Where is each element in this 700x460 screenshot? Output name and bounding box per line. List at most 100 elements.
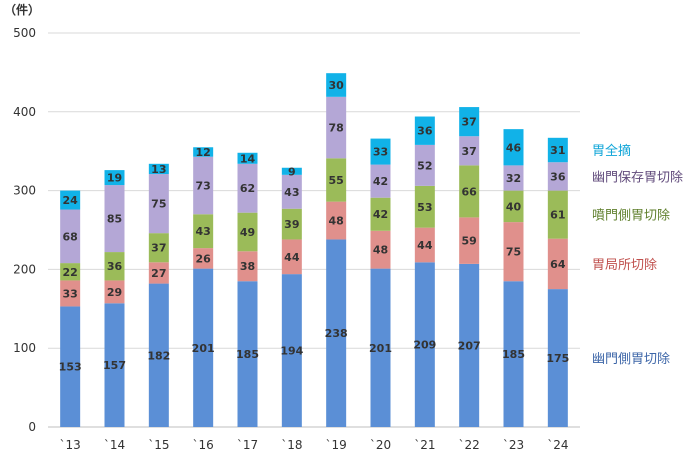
bar-segment — [547, 162, 568, 191]
bar-segment — [503, 281, 524, 427]
data-label: 66 — [462, 185, 478, 198]
grid-lines — [48, 32, 580, 428]
data-label: 43 — [284, 186, 299, 199]
bar-segment — [237, 251, 258, 282]
bar-segment — [281, 239, 302, 275]
bar-segment — [148, 233, 169, 263]
bar-segment — [370, 197, 391, 231]
data-label: 22 — [63, 266, 78, 279]
bar-segment — [503, 129, 524, 166]
bar-segment — [193, 147, 214, 157]
legend-item: 幽門側胃切除 — [592, 352, 670, 367]
data-label: 40 — [506, 200, 522, 213]
data-label: 32 — [506, 172, 521, 185]
bar-segment — [104, 185, 125, 253]
bar-segment — [148, 163, 169, 175]
legend-item: 胃局所切除 — [592, 258, 657, 273]
bar-segments: 153 33 22 68 24 157 29 36 85 19 182 27 37 75 13 201 26 43… — [59, 73, 569, 427]
bar-segment — [193, 156, 214, 215]
bar-segment — [370, 268, 391, 427]
x-tick-label: `23 — [503, 438, 524, 452]
x-tick-label: `21 — [414, 438, 435, 452]
bar-segment — [547, 137, 568, 163]
bar-segment — [459, 217, 480, 264]
data-label: 37 — [462, 145, 477, 158]
bar-segment — [326, 239, 347, 427]
data-label: 48 — [329, 215, 344, 228]
data-label: 44 — [284, 251, 300, 264]
y-tick-label: 300 — [13, 184, 36, 198]
data-label: 36 — [417, 125, 433, 138]
data-label: 43 — [196, 225, 211, 238]
bar-segment — [281, 167, 302, 175]
data-label: 39 — [284, 218, 299, 231]
bar-segment — [547, 190, 568, 239]
bar-segment — [370, 138, 391, 165]
x-tick-label: `20 — [370, 438, 391, 452]
bar-segment — [414, 262, 435, 427]
bar-segment — [414, 185, 435, 228]
bar-segment — [281, 208, 302, 240]
data-label: 33 — [373, 146, 388, 159]
bar-segment — [148, 262, 169, 284]
data-label: 46 — [506, 141, 522, 154]
data-label: 201 — [192, 342, 215, 355]
bar-segment — [104, 252, 125, 281]
data-label: 14 — [240, 152, 256, 165]
bar-segment — [60, 306, 81, 427]
data-label: 24 — [63, 194, 79, 207]
data-label: 61 — [550, 209, 565, 222]
bar-segment — [237, 152, 258, 164]
bar-segment — [370, 230, 391, 269]
data-label: 30 — [329, 79, 345, 92]
x-tick-label: `24 — [547, 438, 568, 452]
data-label: 64 — [550, 258, 566, 271]
bar-segment — [193, 214, 214, 249]
x-tick-label: `17 — [237, 438, 258, 452]
data-label: 26 — [196, 252, 212, 265]
data-label: 48 — [373, 244, 388, 257]
data-label: 42 — [373, 175, 388, 188]
bar-segment — [193, 248, 214, 269]
data-label: 59 — [462, 235, 477, 248]
y-tick-label: 400 — [13, 105, 36, 119]
data-label: 62 — [240, 182, 255, 195]
data-label: 185 — [236, 348, 259, 361]
x-tick-label: `16 — [193, 438, 214, 452]
bar-segment — [237, 163, 258, 213]
y-tick-label: 500 — [13, 26, 36, 40]
bar-segment — [414, 227, 435, 263]
legend-item: 幽門保存胃切除 — [592, 170, 683, 185]
data-label: 182 — [147, 349, 170, 362]
data-label: 157 — [103, 359, 126, 372]
data-label: 38 — [240, 260, 255, 273]
data-label: 185 — [502, 348, 525, 361]
data-label: 36 — [550, 170, 566, 183]
y-tick-label: 0 — [28, 420, 36, 434]
bar-segment — [60, 190, 81, 210]
bar-segment — [281, 274, 302, 427]
data-label: 238 — [325, 327, 348, 340]
data-label: 49 — [240, 226, 255, 239]
bar-segment — [503, 222, 524, 282]
x-axis-ticks: `13 `14 `15 `16 `17 `18 `19 `20 `21 `22 `23 `24 — [60, 438, 569, 452]
bar-segment — [326, 96, 347, 159]
data-label: 37 — [462, 116, 477, 129]
data-label: 75 — [506, 246, 521, 259]
data-label: 55 — [329, 174, 344, 187]
legend-item: 噴門側胃切除 — [592, 209, 670, 224]
data-label: 19 — [107, 172, 122, 185]
data-label: 175 — [546, 352, 569, 365]
bar-segment — [414, 116, 435, 145]
y-axis-unit-label: （件） — [4, 2, 40, 17]
data-label: 75 — [151, 198, 166, 211]
bar-segment — [370, 164, 391, 198]
bar-segment — [104, 170, 125, 186]
bar-segment — [459, 107, 480, 137]
data-label: 31 — [550, 144, 565, 157]
data-label: 44 — [417, 239, 433, 252]
bar-segment — [326, 201, 347, 240]
y-axis-ticks: 0 100 200 300 400 500 — [13, 26, 36, 434]
